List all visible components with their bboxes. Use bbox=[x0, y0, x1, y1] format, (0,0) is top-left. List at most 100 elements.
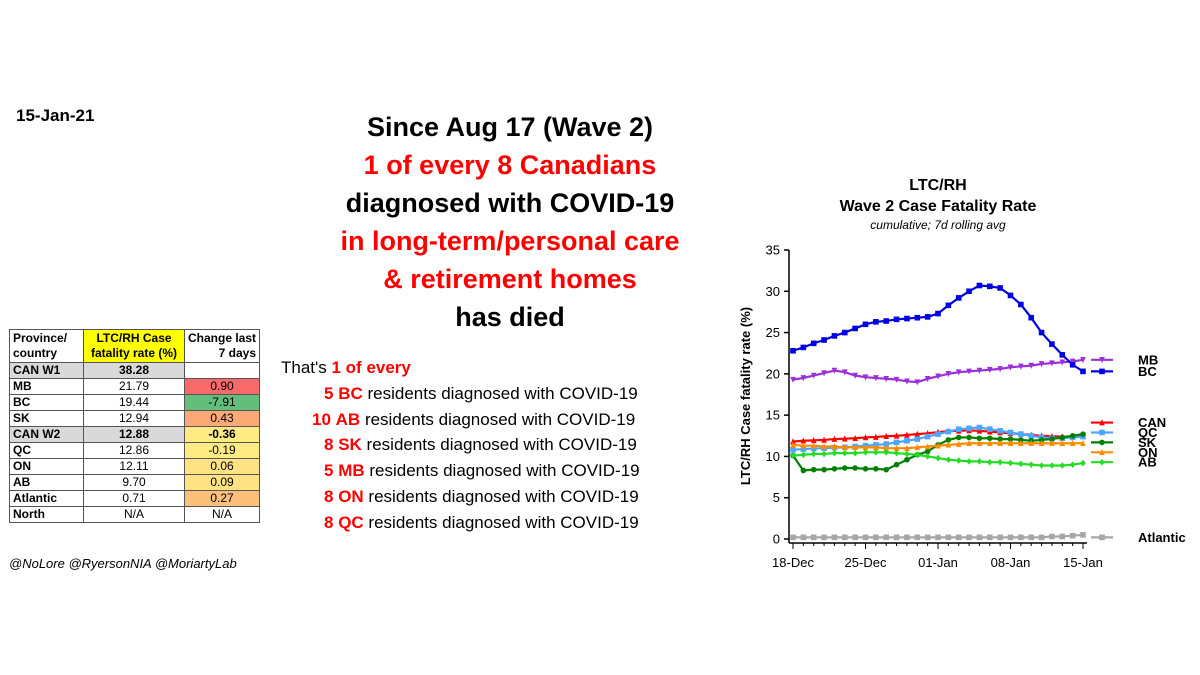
data-point bbox=[997, 428, 1003, 434]
legend-entry-ab: AB bbox=[1091, 455, 1157, 470]
data-point bbox=[924, 453, 931, 460]
headline-line: in long-term/personal care bbox=[340, 226, 680, 256]
data-point bbox=[1028, 314, 1035, 321]
data-point bbox=[1049, 462, 1055, 469]
province-name: BC bbox=[9, 394, 84, 411]
data-point bbox=[883, 432, 890, 439]
stats-suffix: residents diagnosed with COVID-19 bbox=[363, 512, 639, 532]
table-row: CAN W2 12.88 -0.36 bbox=[9, 426, 260, 443]
data-point bbox=[904, 450, 910, 458]
data-point bbox=[790, 534, 796, 541]
data-point bbox=[945, 441, 952, 448]
data-point bbox=[873, 534, 879, 541]
data-point bbox=[1069, 358, 1076, 365]
data-point bbox=[790, 438, 796, 445]
change-value: 0.90 bbox=[184, 378, 260, 395]
data-point bbox=[1069, 439, 1076, 447]
data-point bbox=[986, 366, 993, 374]
data-point bbox=[821, 450, 827, 458]
y-axis-label: LTC/RH Case fatality rate (%) bbox=[738, 307, 753, 485]
change-value: -0.19 bbox=[184, 442, 260, 459]
data-point bbox=[997, 439, 1003, 447]
table-row: CAN W1 38.28 bbox=[9, 362, 260, 379]
change-value: 0.06 bbox=[184, 458, 260, 475]
data-point bbox=[904, 534, 910, 541]
header-province: Province/ country bbox=[9, 329, 84, 363]
x-tick-label: 15-Jan bbox=[1063, 555, 1103, 570]
data-point bbox=[1007, 429, 1014, 436]
table-row: ON 12.11 0.06 bbox=[9, 458, 260, 475]
stats-line: 8 QC residents diagnosed with COVID-19 bbox=[281, 510, 640, 536]
stats-province: BC bbox=[338, 383, 363, 403]
data-point bbox=[831, 466, 838, 472]
data-point bbox=[893, 534, 900, 541]
data-point bbox=[945, 456, 952, 464]
data-point bbox=[914, 430, 921, 437]
data-point bbox=[945, 428, 952, 435]
data-point bbox=[904, 315, 910, 322]
stats-intro: That's 1 of every bbox=[281, 355, 640, 381]
data-point bbox=[800, 467, 807, 474]
data-point bbox=[790, 441, 796, 448]
stats-province: QC bbox=[338, 512, 364, 532]
data-point bbox=[1080, 357, 1086, 364]
change-value: 0.43 bbox=[184, 410, 260, 427]
y-tick-label: 20 bbox=[766, 366, 780, 381]
headline-line: Since Aug 17 (Wave 2) bbox=[366, 112, 654, 142]
data-point bbox=[800, 437, 807, 444]
data-point bbox=[966, 439, 972, 447]
data-point bbox=[945, 437, 952, 443]
data-point bbox=[935, 373, 941, 380]
data-point bbox=[914, 379, 921, 386]
data-point bbox=[1028, 461, 1035, 468]
header-fatality-rate: LTC/RH Case fatality rate (%) bbox=[83, 329, 185, 363]
data-point bbox=[966, 434, 972, 441]
table-row: BC 19.44 -7.91 bbox=[9, 394, 260, 411]
series-ab bbox=[790, 449, 1086, 469]
stats-line: 8 ON residents diagnosed with COVID-19 bbox=[281, 484, 640, 510]
data-point bbox=[976, 534, 983, 541]
data-point bbox=[810, 466, 817, 473]
data-point bbox=[1018, 437, 1024, 443]
data-point bbox=[831, 367, 838, 374]
legend-label: MB bbox=[1138, 352, 1158, 367]
stats-province: ON bbox=[338, 486, 364, 506]
data-point bbox=[1069, 361, 1076, 368]
data-point bbox=[924, 448, 931, 455]
date-label: 15-Jan-21 bbox=[16, 106, 95, 125]
data-point bbox=[841, 449, 848, 457]
change-value: 0.27 bbox=[184, 490, 260, 507]
data-point bbox=[862, 534, 869, 541]
data-point bbox=[841, 435, 848, 442]
data-point bbox=[831, 443, 838, 450]
data-point bbox=[966, 288, 972, 295]
data-point bbox=[924, 443, 931, 450]
data-point bbox=[800, 442, 807, 449]
data-point bbox=[1080, 431, 1086, 437]
data-point bbox=[966, 458, 972, 465]
data-point bbox=[997, 458, 1003, 466]
change-value bbox=[184, 362, 260, 379]
data-point bbox=[1018, 534, 1024, 541]
table-row: QC 12.86 -0.19 bbox=[9, 442, 260, 459]
data-point bbox=[914, 444, 921, 451]
stats-count: 8 bbox=[324, 486, 334, 506]
fatality-rate: 9.70 bbox=[83, 474, 185, 491]
data-point bbox=[1049, 436, 1055, 442]
data-point bbox=[924, 534, 931, 541]
data-point bbox=[862, 466, 869, 472]
data-point bbox=[883, 466, 890, 473]
data-point bbox=[997, 534, 1003, 541]
province-name: MB bbox=[9, 378, 84, 395]
stats-count: 5 bbox=[324, 461, 334, 481]
stats-line: 8 SK residents diagnosed with COVID-19 bbox=[281, 432, 640, 458]
data-point bbox=[883, 444, 890, 451]
data-point bbox=[821, 337, 827, 343]
y-tick-label: 5 bbox=[773, 490, 780, 505]
fatality-rate: 0.71 bbox=[83, 490, 185, 507]
data-point bbox=[1007, 364, 1014, 371]
chart-title: LTC/RH bbox=[909, 177, 966, 194]
stats-province: SK bbox=[338, 435, 362, 455]
x-tick-label: 25-Dec bbox=[845, 555, 887, 570]
data-point bbox=[893, 376, 900, 383]
